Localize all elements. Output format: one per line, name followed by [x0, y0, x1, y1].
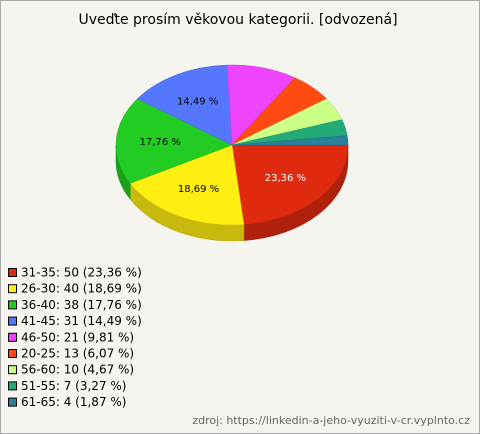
slice-label: 17,76 % [140, 137, 181, 148]
legend-swatch [8, 381, 17, 391]
legend-swatch [8, 349, 17, 358]
slice [231, 135, 349, 146]
legend-label: 46-50: 21 (9,81 %) [21, 330, 134, 344]
legend-swatch [8, 365, 17, 375]
legend-label: 20-25: 13 (6,07 %) [21, 347, 134, 361]
slice [136, 64, 233, 146]
slice [129, 144, 245, 226]
legend-swatch [8, 284, 17, 294]
legend-label: 41-45: 31 (14,49 %) [21, 314, 142, 328]
legend-swatch [8, 316, 17, 326]
slice [115, 98, 233, 184]
slice-label: 23,36 % [265, 173, 306, 184]
legend-label: 26-30: 40 (18,69 %) [21, 282, 142, 296]
source-note: zdroj: https://linkedin-a-jeho-vyuziti-v… [192, 414, 470, 427]
legend-swatch [8, 397, 17, 407]
legend-label: 36-40: 38 (17,76 %) [21, 298, 142, 312]
legend-swatch [8, 332, 17, 342]
legend-label: 56-60: 10 (4,67 %) [21, 363, 134, 377]
slice-label: 14,49 % [177, 96, 218, 107]
legend-label: 61-65: 4 (1,87 %) [21, 395, 126, 409]
legend-label: 51-55: 7 (3,27 %) [21, 379, 126, 393]
chart-title: Uveďte prosím věkovou kategorii. [odvoze… [78, 12, 397, 28]
legend-label: 31-35: 50 (23,36 %) [21, 266, 142, 280]
legend-swatch [8, 268, 17, 277]
slice-label: 18,69 % [178, 184, 219, 195]
slice [231, 144, 349, 225]
legend-swatch [8, 300, 17, 310]
